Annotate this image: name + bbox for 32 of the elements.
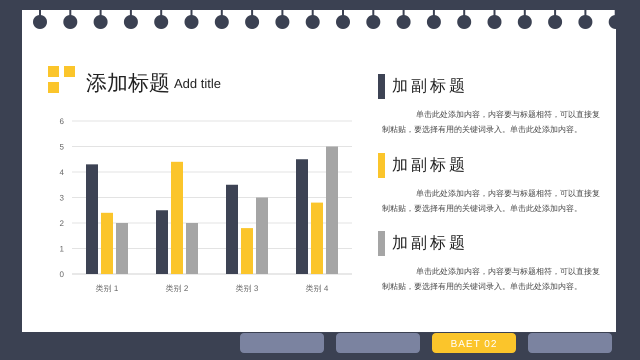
x-tick-label: 类别 2 <box>166 284 189 293</box>
bar <box>156 210 168 274</box>
bar <box>171 162 183 274</box>
bar <box>326 146 338 274</box>
text: 加副标题 <box>392 76 468 97</box>
text: 加副标题 <box>392 156 468 176</box>
bar <box>311 202 323 274</box>
text: 单击此处添加内容，内容要与标题相符，可以直接复制粘贴，要选择有用的关键词录入。单击此处添加内容。 <box>382 266 601 293</box>
text: 加副标题 <box>392 234 468 254</box>
y-tick-label: 4 <box>60 168 65 177</box>
chart-subtitle: Add title <box>174 76 221 91</box>
y-tick-label: 3 <box>60 194 65 202</box>
text: BAET 02 <box>450 339 498 350</box>
bar <box>226 184 238 274</box>
bar <box>186 223 198 274</box>
y-tick-label: 5 <box>60 142 65 152</box>
bar <box>241 228 253 274</box>
y-tick-label: 6 <box>60 117 65 126</box>
bar <box>86 164 98 274</box>
text: 单击此处添加内容，内容要与标题相符，可以直接复制粘贴，要选择有用的关键词录入。单击此处添加内容。 <box>382 188 601 215</box>
x-tick-label: 类别 1 <box>96 284 119 293</box>
x-tick-label: 类别 4 <box>306 284 329 293</box>
chart-title: 添加标题 <box>86 72 170 95</box>
bar <box>296 159 308 274</box>
bar <box>101 212 113 274</box>
y-tick-label: 2 <box>60 219 65 228</box>
y-tick-label: 0 <box>60 270 65 279</box>
x-tick-label: 类别 3 <box>236 284 259 293</box>
bar <box>116 223 128 274</box>
text: 单击此处添加内容，内容要与标题相符，可以直接复制粘贴，要选择有用的关键词录入。单击此处添加内容。 <box>382 109 601 136</box>
bar <box>256 198 268 274</box>
y-tick-label: 1 <box>60 244 65 254</box>
